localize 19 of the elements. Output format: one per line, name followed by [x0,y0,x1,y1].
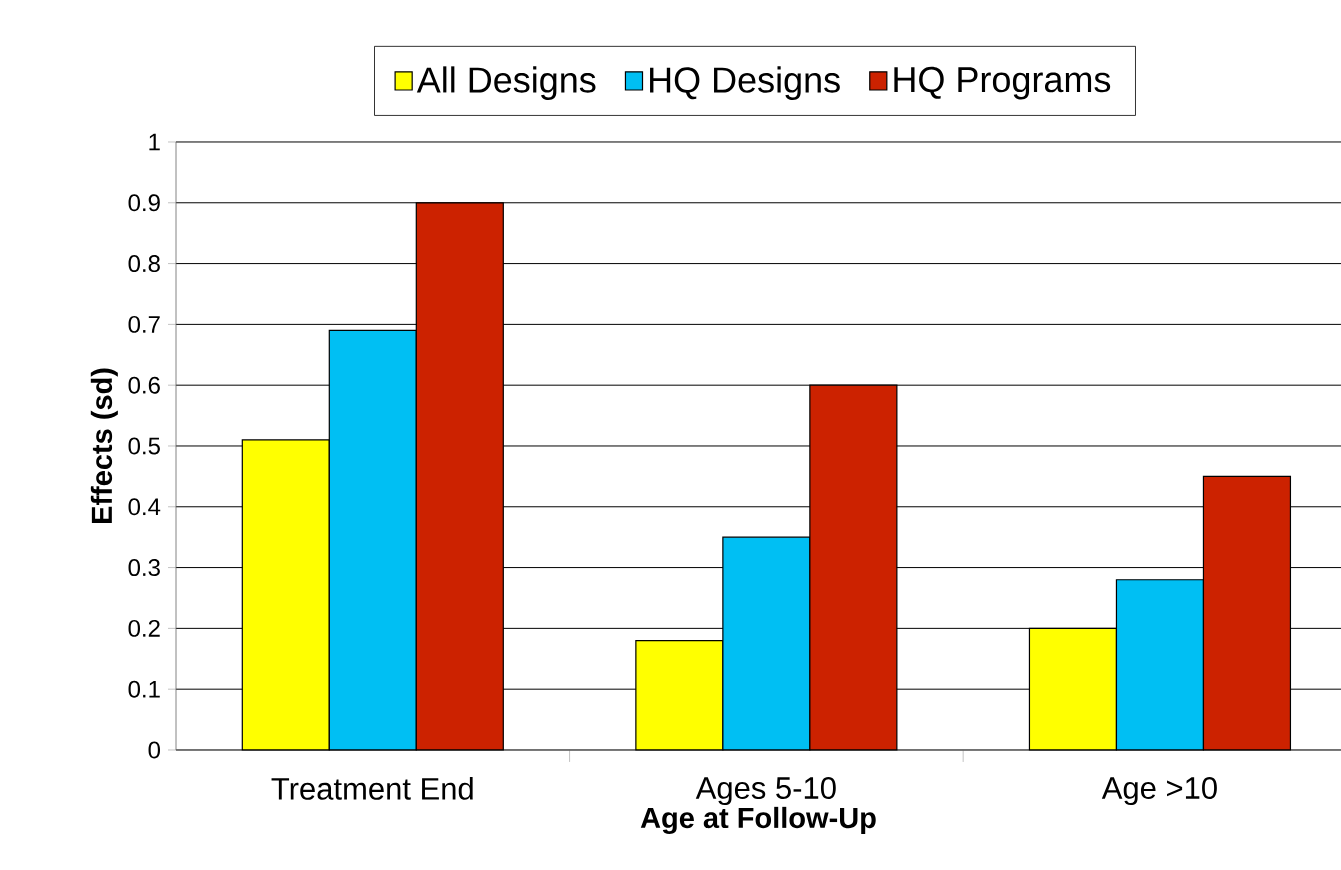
legend-label: All Designs [416,66,596,100]
x-tick-label: Age >10 [1101,777,1217,806]
y-tick-label: 0.6 [128,376,160,394]
legend-label: HQ Programs [894,66,1111,100]
x-tick-label: Treatment End [271,777,473,800]
x-axis-title: Age at Follow-Up [640,806,876,835]
y-tick-label: 0.4 [128,498,161,516]
y-tick-label: 0.9 [128,194,160,212]
y-tick-label: 0 [148,741,161,759]
y-tick-label: 1 [149,133,160,151]
y-tick-label: 0.7 [128,315,160,333]
y-axis-title: Effects (sd) [90,368,118,523]
y-tick-label: 0.3 [128,559,160,577]
y-tick-label: 0.8 [128,255,160,273]
y-tick-label: 0.5 [128,437,160,455]
y-tick-label: 0.2 [128,619,160,637]
y-tick-label: 0.1 [128,680,160,698]
legend-label: HQ Designs [650,66,840,100]
x-tick-label: Ages 5-10 [695,777,836,806]
